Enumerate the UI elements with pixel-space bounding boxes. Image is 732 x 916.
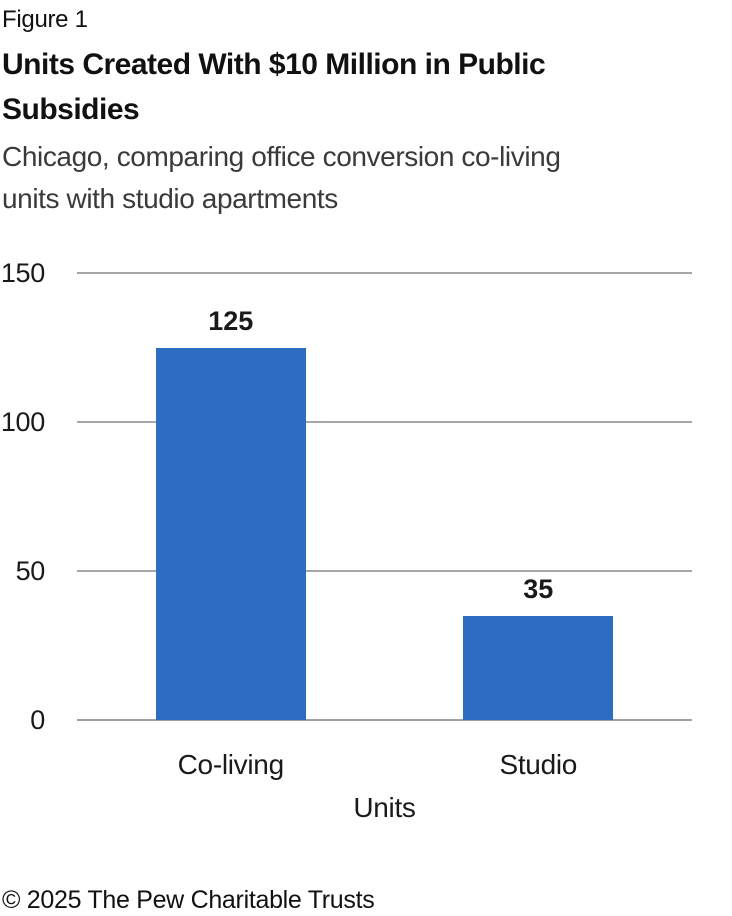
gridline: [77, 570, 692, 572]
x-axis-title: Units: [353, 792, 416, 823]
chart-subtitle: Chicago, comparing office conversion co-…: [2, 136, 561, 220]
chart-subtitle-line-1: Chicago, comparing office conversion co-…: [2, 141, 561, 172]
gridline: [77, 272, 692, 274]
y-axis-tick-label: 100: [0, 407, 45, 437]
x-axis-category-label: Studio: [499, 749, 578, 780]
chart-title-line-1: Units Created With $10 Million in Public: [2, 48, 546, 81]
gridline: [77, 421, 692, 423]
chart-title-line-2: Subsidies: [2, 93, 140, 126]
bar-studio: [463, 615, 614, 720]
chart-subtitle-line-2: units with studio apartments: [2, 183, 338, 214]
x-axis-category-label: Co-living: [177, 749, 285, 780]
chart-title: Units Created With $10 Million in Public…: [2, 42, 546, 132]
bar-co-living: [155, 347, 306, 720]
copyright-text: © 2025 The Pew Charitable Trusts: [2, 886, 375, 914]
figure-label: Figure 1: [2, 6, 88, 33]
x-axis-baseline: [77, 719, 692, 721]
bar-value-label: 35: [523, 573, 554, 604]
y-axis-tick-label: 0: [30, 705, 45, 735]
y-axis-tick-label: 150: [0, 258, 45, 288]
y-axis-tick-label: 50: [15, 556, 46, 586]
bar-value-label: 125: [208, 305, 254, 336]
